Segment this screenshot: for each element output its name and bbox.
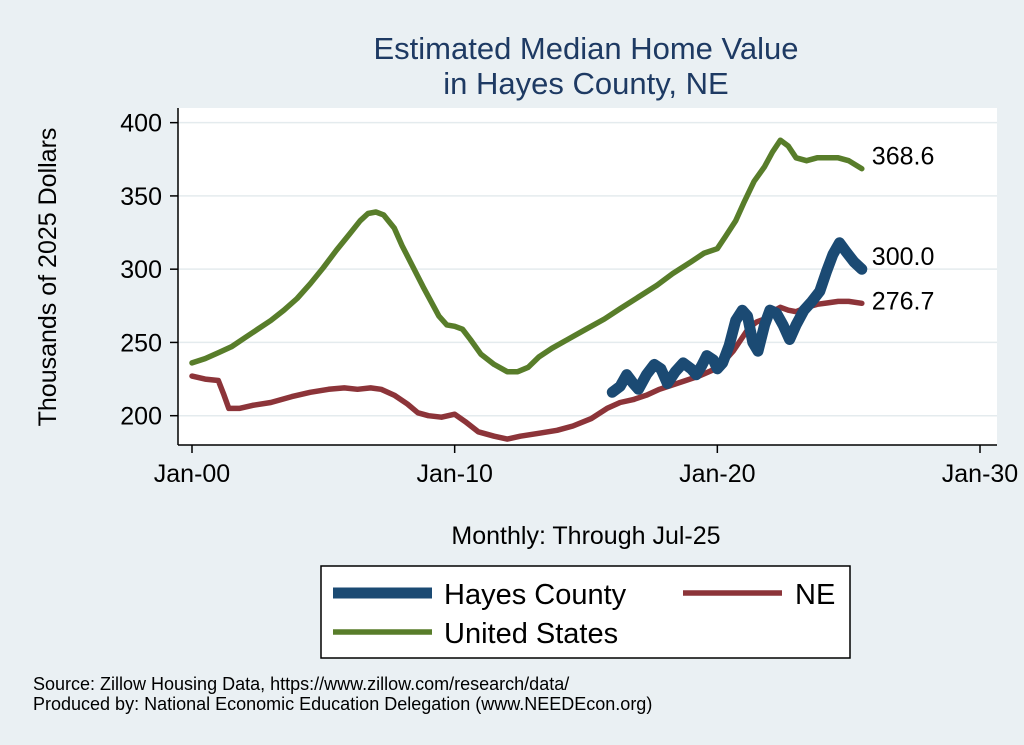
end-labels: 300.0 276.7 368.6	[872, 143, 935, 316]
y-axis-title: Thousands of 2025 Dollars	[34, 128, 62, 427]
x-tick-label: Jan-20	[679, 460, 755, 488]
y-tick-label: 400	[120, 110, 162, 138]
axes	[177, 108, 997, 446]
x-axis-title: Monthly: Through Jul-25	[451, 522, 720, 550]
y-tick-label: 350	[120, 183, 162, 211]
x-tick-label: Jan-10	[416, 460, 492, 488]
end-label-ne: 276.7	[872, 287, 935, 315]
legend-label-united-states: United States	[444, 618, 618, 650]
chart-title-line-2: in Hayes County, NE	[443, 66, 728, 101]
y-ticks: 200 250 300 350 400	[120, 110, 178, 431]
chart-title-line-1: Estimated Median Home Value	[373, 31, 798, 66]
end-label-united-states: 368.6	[872, 143, 935, 171]
x-ticks: Jan-00 Jan-10 Jan-20 Jan-30	[154, 445, 1018, 488]
source-note: Source: Zillow Housing Data, https://www…	[33, 674, 569, 694]
end-label-hayes-county: 300.0	[872, 243, 935, 271]
producer-note: Produced by: National Economic Education…	[33, 694, 652, 714]
legend-box	[320, 565, 851, 659]
y-tick-label: 300	[120, 256, 162, 284]
legend: Hayes County NE United States	[320, 565, 851, 659]
legend-label-hayes-county: Hayes County	[444, 579, 627, 611]
series-line-united-states	[189, 137, 865, 375]
x-tick-label: Jan-00	[154, 460, 230, 488]
x-tick-label: Jan-30	[942, 460, 1018, 488]
y-tick-label: 200	[120, 403, 162, 431]
legend-label-ne: NE	[795, 579, 835, 611]
series-line-hayes-county	[606, 237, 868, 398]
y-tick-label: 250	[120, 329, 162, 357]
series	[189, 137, 868, 442]
